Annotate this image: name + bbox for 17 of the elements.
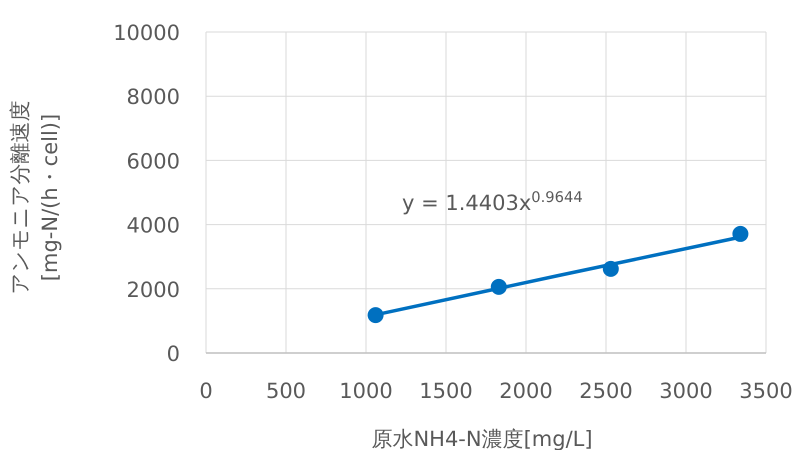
y-tick-label: 4000	[126, 214, 180, 238]
x-axis-title: 原水NH4-N濃度[mg/L]	[371, 427, 593, 450]
x-tick-label: 3500	[739, 379, 793, 403]
y-tick-label: 2000	[126, 278, 180, 302]
x-tick-label: 1500	[419, 379, 473, 403]
y-tick-label: 6000	[126, 149, 180, 174]
x-tick-label: 0	[199, 379, 213, 403]
y-tick-label: 0	[166, 342, 180, 366]
x-tick-label: 2000	[499, 379, 553, 403]
x-tick-label: 3000	[659, 379, 713, 403]
y-axis-title: アンモニア分離速度 [mg-N/(h・cell)]	[8, 100, 62, 294]
y-tick-label: 8000	[126, 85, 180, 110]
y-tick-label: 10000	[113, 21, 180, 45]
annotation: y = 1.4403x$^{0.9644}$	[402, 188, 583, 215]
x-tick-label: 2500	[579, 379, 633, 403]
x-tick-label: 500	[266, 379, 306, 403]
x-tick-label: 1000	[339, 379, 393, 403]
